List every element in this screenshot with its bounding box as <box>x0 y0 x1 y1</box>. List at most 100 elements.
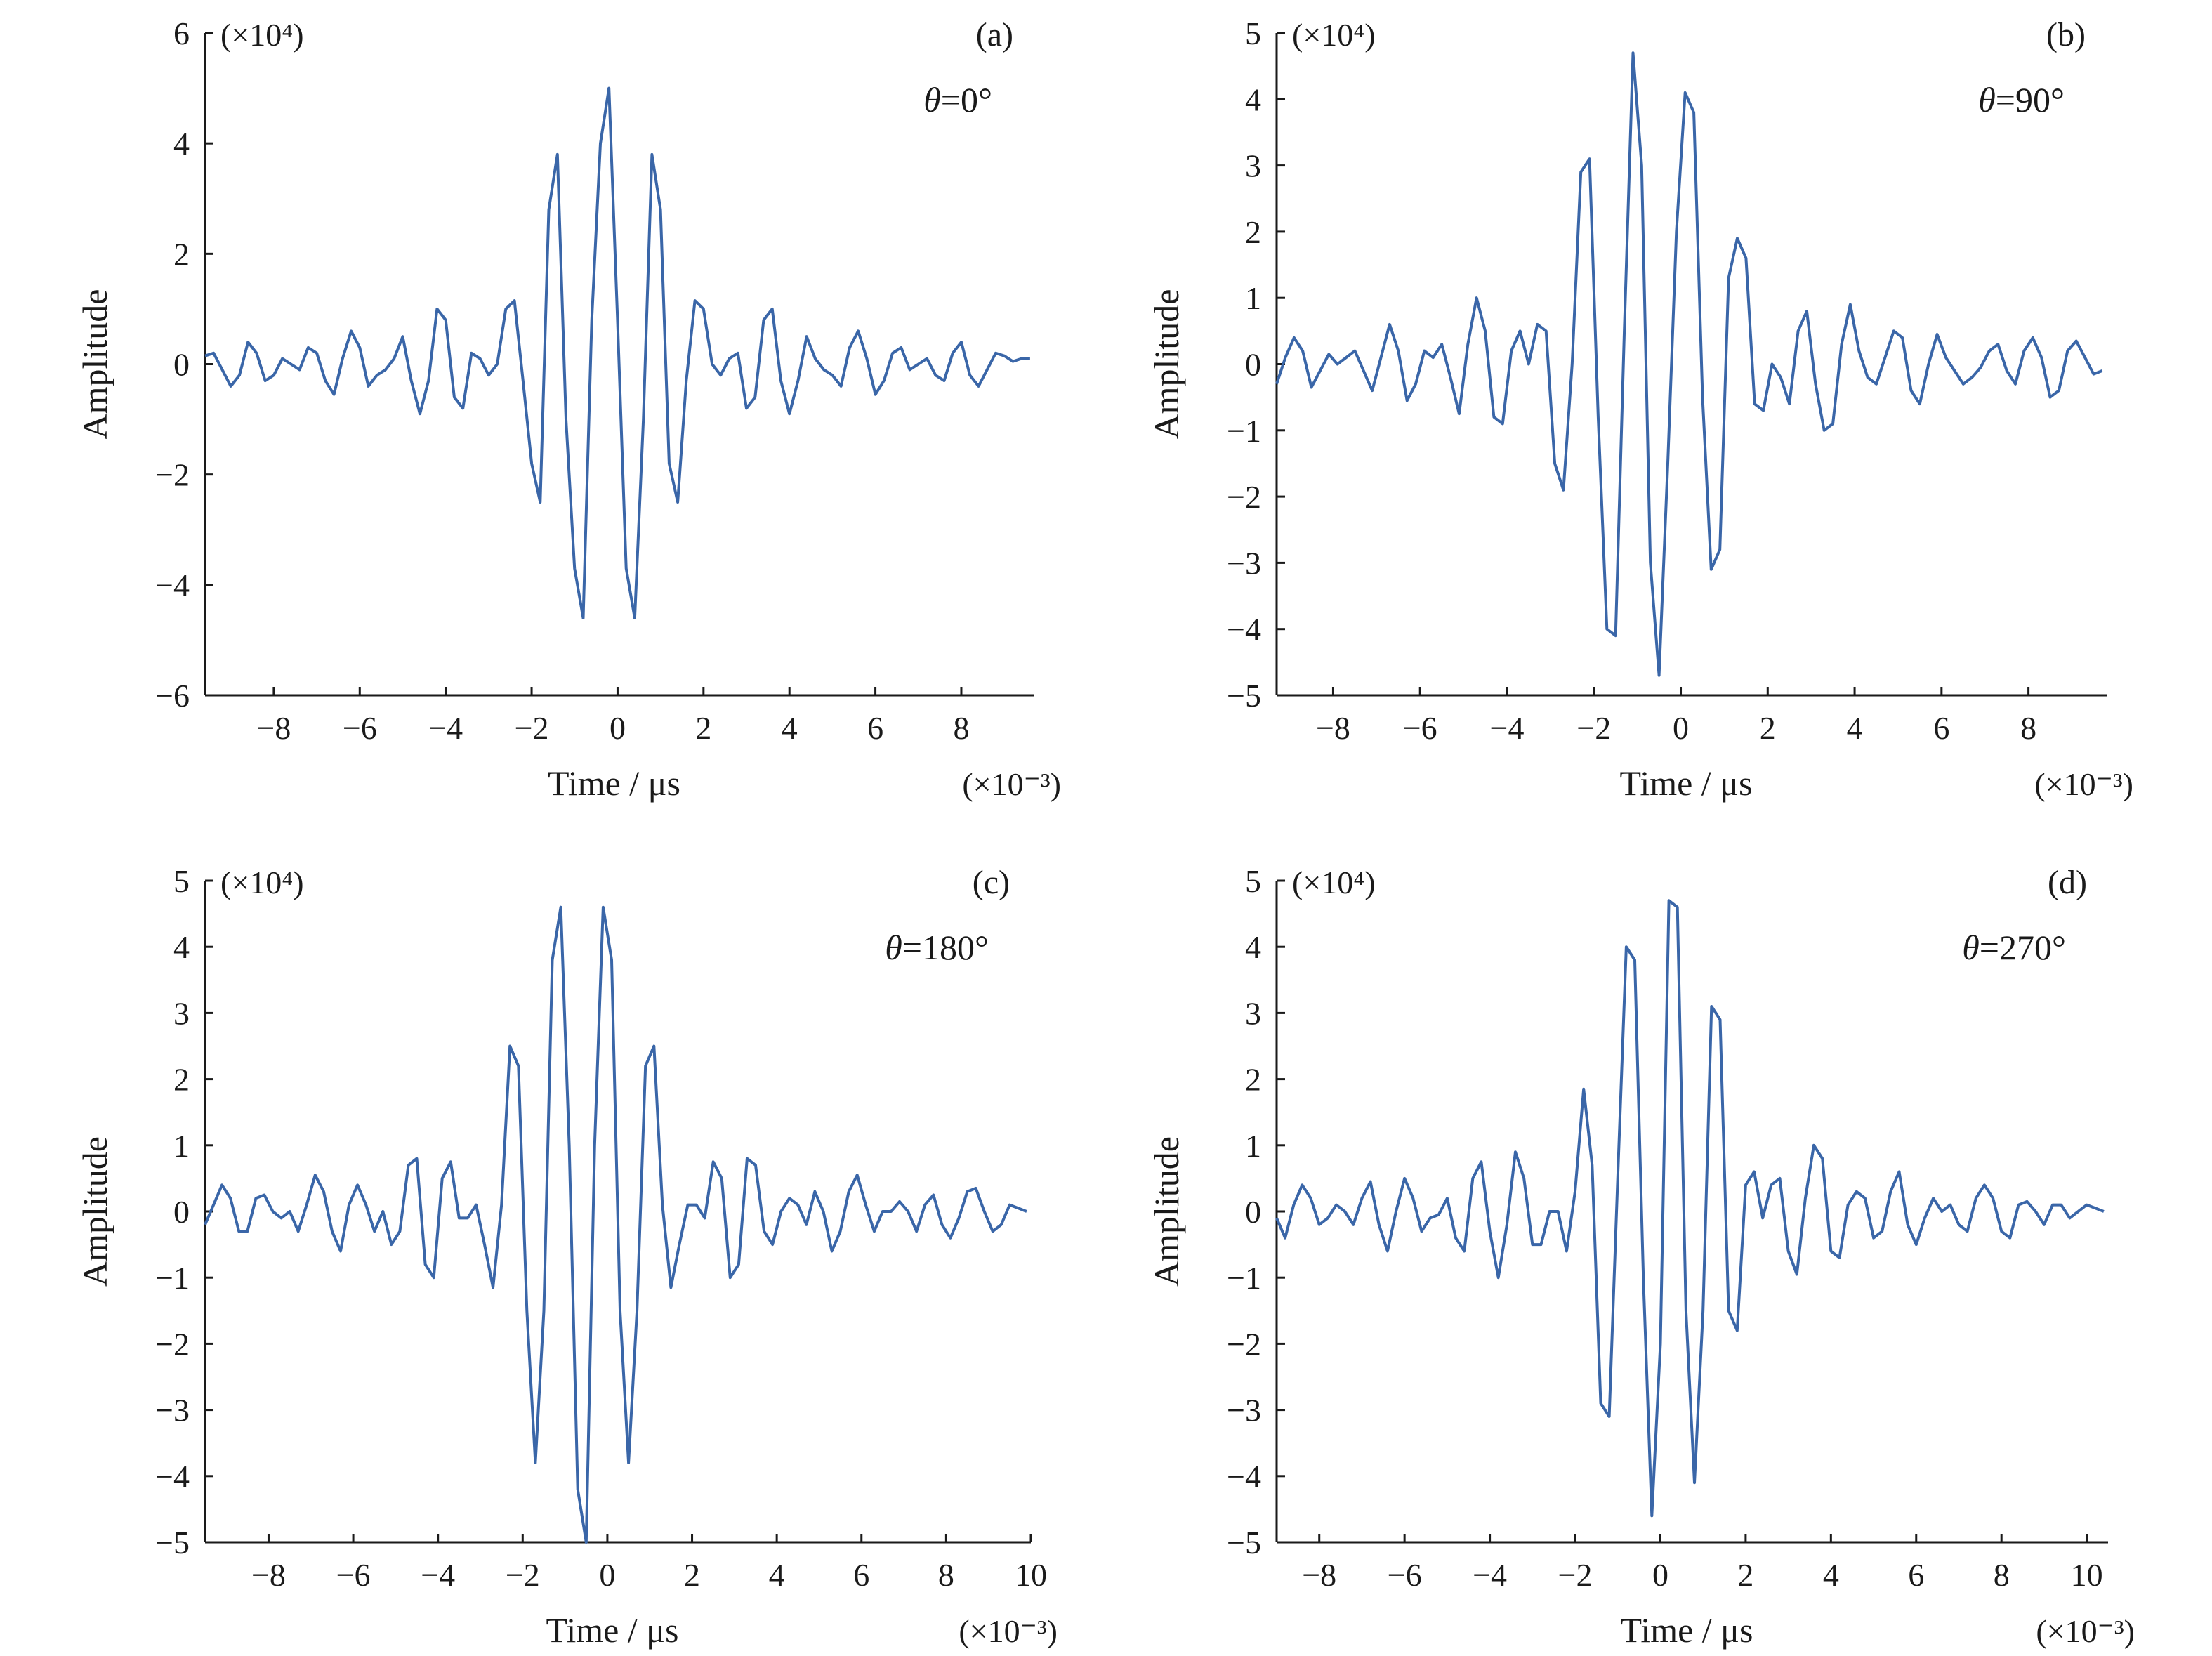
angle-annotation: θ=180° <box>885 928 989 967</box>
x-tick-label: 4 <box>1847 710 1863 746</box>
x-tick-label: −4 <box>1473 1557 1507 1593</box>
series-line-1 <box>1275 899 2105 1518</box>
y-tick-label: 4 <box>173 126 190 162</box>
x-tick-label: 2 <box>1760 710 1776 746</box>
series-line-1 <box>204 86 1030 619</box>
y-tick-label: 4 <box>173 929 190 965</box>
x-tick-label: 4 <box>782 710 798 746</box>
panel-label: (c) <box>973 864 1010 901</box>
x-scale-note: (×10⁻³) <box>2036 1613 2135 1649</box>
y-tick-label: −1 <box>155 1260 190 1296</box>
x-scale-note: (×10⁻³) <box>962 766 1061 802</box>
y-scale-note: (×10⁴) <box>1292 17 1376 53</box>
y-axis-title: Amplitude <box>75 289 114 440</box>
angle-annotation: θ=90° <box>1978 80 2065 119</box>
y-tick-label: −3 <box>1227 1393 1261 1428</box>
y-tick-label: 3 <box>173 995 190 1031</box>
x-scale-note: (×10⁻³) <box>2034 766 2133 802</box>
x-tick-label: 4 <box>1823 1557 1839 1593</box>
y-tick-label: −4 <box>155 567 190 603</box>
y-tick-label: 2 <box>1245 214 1261 250</box>
y-scale-note: (×10⁴) <box>220 17 304 53</box>
x-axis-title: Time / μs <box>1620 763 1753 803</box>
x-tick-label: −8 <box>1316 710 1350 746</box>
y-scale-note: (×10⁴) <box>1292 865 1376 900</box>
y-tick-label: −2 <box>1227 479 1261 515</box>
y-tick-label: −1 <box>1227 413 1261 449</box>
x-axis-title: Time / μs <box>546 1610 679 1650</box>
x-tick-label: −6 <box>336 1557 371 1593</box>
x-tick-label: −8 <box>1302 1557 1336 1593</box>
series-line-1 <box>204 905 1027 1544</box>
x-tick-label: 6 <box>867 710 883 746</box>
x-tick-label: −4 <box>428 710 463 746</box>
x-tick-label: 8 <box>2020 710 2036 746</box>
x-tick-label: 8 <box>1994 1557 2010 1593</box>
y-tick-label: 2 <box>1245 1062 1261 1098</box>
x-tick-label: 2 <box>1737 1557 1753 1593</box>
series-line-1 <box>1275 51 2103 677</box>
y-tick-label: −5 <box>1227 1525 1261 1560</box>
y-tick-label: −3 <box>155 1393 190 1428</box>
x-tick-label: 10 <box>1015 1557 1047 1593</box>
x-scale-note: (×10⁻³) <box>959 1613 1058 1649</box>
x-tick-label: −4 <box>421 1557 455 1593</box>
x-tick-label: −2 <box>1558 1557 1593 1593</box>
x-tick-label: 6 <box>1933 710 1949 746</box>
y-axis-title: Amplitude <box>1147 289 1186 440</box>
x-tick-label: −6 <box>1388 1557 1422 1593</box>
y-axis-title: Amplitude <box>75 1136 114 1287</box>
y-tick-label: −2 <box>155 1326 190 1362</box>
chart-panel-1: 6 4 2 0 −2 −4 −6 −8 −6 −4 −2 0 2 4 6 8 Amplitude Time / μ… <box>75 15 1061 803</box>
y-tick-label: −6 <box>155 678 190 714</box>
x-tick-label: 6 <box>1908 1557 1924 1593</box>
y-tick-label: 5 <box>1245 863 1261 899</box>
y-tick-label: 6 <box>173 15 190 51</box>
y-tick-label: 3 <box>1245 995 1261 1031</box>
x-axis-title: Time / μs <box>548 763 680 803</box>
y-tick-label: −3 <box>1227 545 1261 581</box>
x-tick-label: 0 <box>599 1557 615 1593</box>
panel-label: (b) <box>2046 16 2086 53</box>
panel-label: (a) <box>976 16 1013 53</box>
chart-panel-2: 5 4 3 2 1 0 −1 −2 −3 −4 −5 −8 −6 −4 −2 0 2 4 6 8 Amplitude Ti… <box>1147 15 2133 803</box>
y-tick-label: 5 <box>1245 15 1261 51</box>
y-scale-note: (×10⁴) <box>220 865 304 900</box>
y-tick-label: 4 <box>1245 81 1261 117</box>
x-tick-label: 8 <box>938 1557 954 1593</box>
y-tick-label: 4 <box>1245 929 1261 965</box>
y-tick-label: 5 <box>173 863 190 899</box>
y-tick-label: 0 <box>1245 347 1261 383</box>
y-tick-label: −5 <box>1227 678 1261 714</box>
x-tick-label: −2 <box>515 710 549 746</box>
x-tick-label: −6 <box>1403 710 1437 746</box>
y-tick-label: 1 <box>1245 1128 1261 1164</box>
y-tick-label: −4 <box>1227 612 1261 648</box>
x-tick-label: 0 <box>1673 710 1689 746</box>
x-tick-label: 4 <box>769 1557 785 1593</box>
x-tick-label: 2 <box>684 1557 700 1593</box>
y-axis-title: Amplitude <box>1147 1136 1186 1287</box>
angle-annotation: θ=270° <box>1962 928 2066 967</box>
x-tick-label: −4 <box>1490 710 1525 746</box>
x-axis-title: Time / μs <box>1621 1610 1753 1650</box>
y-tick-label: −4 <box>155 1459 190 1494</box>
x-tick-label: −2 <box>1576 710 1611 746</box>
x-tick-label: −6 <box>343 710 377 746</box>
y-tick-label: 1 <box>1245 280 1261 316</box>
x-tick-label: 0 <box>610 710 626 746</box>
x-tick-label: 8 <box>953 710 969 746</box>
y-tick-label: 0 <box>173 347 190 383</box>
y-tick-label: −2 <box>1227 1326 1261 1362</box>
x-tick-label: 10 <box>2071 1557 2103 1593</box>
y-tick-label: −4 <box>1227 1459 1261 1494</box>
y-tick-label: −5 <box>155 1525 190 1560</box>
y-tick-label: 0 <box>1245 1194 1261 1230</box>
y-tick-label: 0 <box>173 1194 190 1230</box>
x-tick-label: 0 <box>1652 1557 1668 1593</box>
y-tick-label: 2 <box>173 236 190 272</box>
x-tick-label: −8 <box>256 710 291 746</box>
